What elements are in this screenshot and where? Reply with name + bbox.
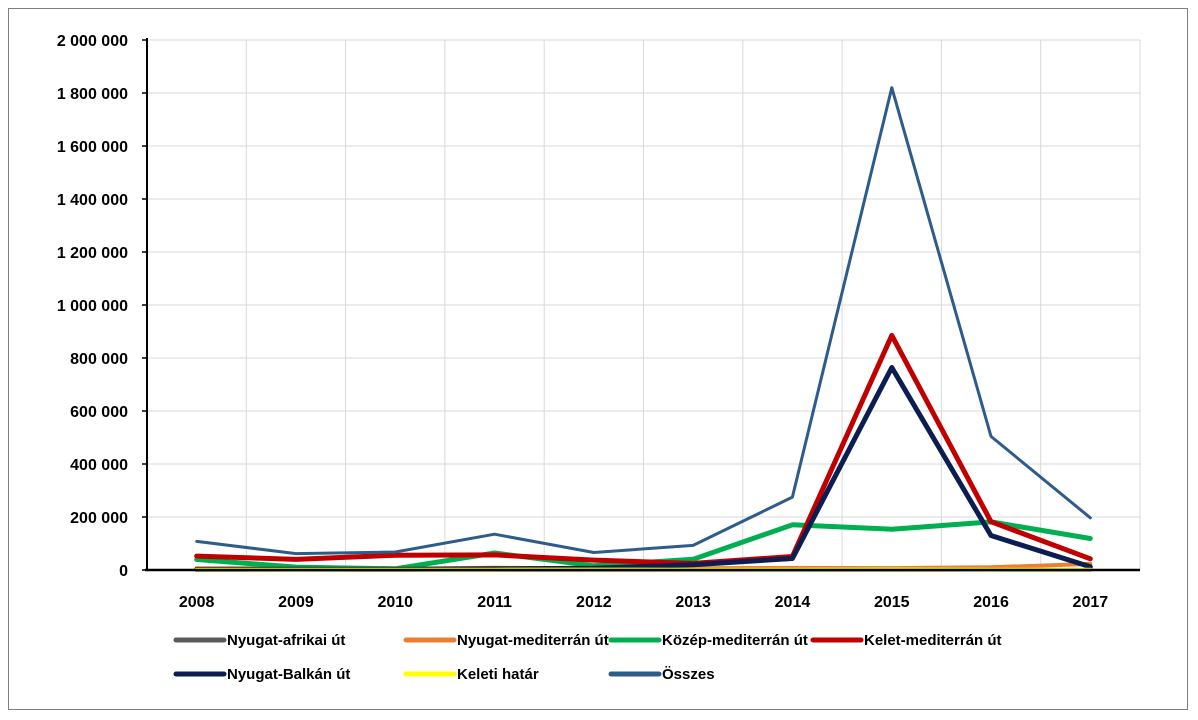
y-tick-label: 1 400 000 — [57, 192, 128, 209]
axes — [142, 38, 1140, 572]
y-tick-label: 1 000 000 — [57, 298, 128, 315]
legend-item: Nyugat-afrikai út — [173, 632, 345, 649]
x-tick-label: 2010 — [377, 594, 413, 611]
legend-label: Nyugat-mediterrán út — [457, 632, 609, 649]
y-tick-label: 400 000 — [70, 457, 128, 474]
chart-frame — [8, 8, 1188, 710]
legend-label: Keleti határ — [457, 666, 539, 683]
legend-label: Összes — [662, 666, 715, 683]
x-tick-label: 2014 — [775, 594, 811, 611]
grid — [147, 39, 1141, 570]
series-line-4 — [194, 332, 1093, 566]
x-tick-label: 2017 — [1073, 594, 1109, 611]
y-tick-label: 1 800 000 — [57, 86, 128, 103]
legend: Nyugat-afrikai út Nyugat-mediterrán út Köz… — [173, 632, 1002, 683]
legend-item: Kelet-mediterrán út — [810, 632, 1002, 649]
x-tick-label: 2016 — [973, 594, 1009, 611]
x-tick-label: 2012 — [576, 594, 612, 611]
x-tick-label: 2008 — [179, 594, 215, 611]
x-tick-label: 2013 — [675, 594, 711, 611]
series-line-7 — [195, 86, 1092, 556]
y-tick-label: 800 000 — [70, 351, 128, 368]
legend-item: Nyugat-Balkán út — [173, 666, 350, 683]
legend-label: Közép-mediterrán út — [662, 632, 808, 649]
legend-label: Kelet-mediterrán út — [864, 632, 1002, 649]
y-tick-label: 0 — [119, 563, 128, 580]
y-tick-label: 1 600 000 — [57, 139, 128, 156]
legend-item: Közép-mediterrán út — [608, 632, 808, 649]
x-tick-label: 2011 — [477, 594, 512, 611]
y-tick-labels: 0 200 000 400 000 600 000 800 000 1 000 000 1 … — [57, 33, 128, 580]
x-tick-label: 2009 — [278, 594, 314, 611]
y-tick-label: 200 000 — [70, 510, 128, 527]
y-tick-label: 600 000 — [70, 404, 128, 421]
legend-label: Nyugat-afrikai út — [227, 632, 345, 649]
y-tick-label: 2 000 000 — [57, 33, 128, 50]
x-tick-label: 2015 — [874, 594, 910, 611]
legend-item: Összes — [608, 666, 715, 683]
legend-item: Nyugat-mediterrán út — [403, 632, 609, 649]
x-tick-labels: 2008 2009 2010 2011 2012 2013 2014 2015 2016 2017 — [179, 594, 1108, 611]
y-tick-label: 1 200 000 — [57, 245, 128, 262]
legend-item: Keleti határ — [403, 666, 539, 683]
legend-label: Nyugat-Balkán út — [227, 666, 350, 683]
